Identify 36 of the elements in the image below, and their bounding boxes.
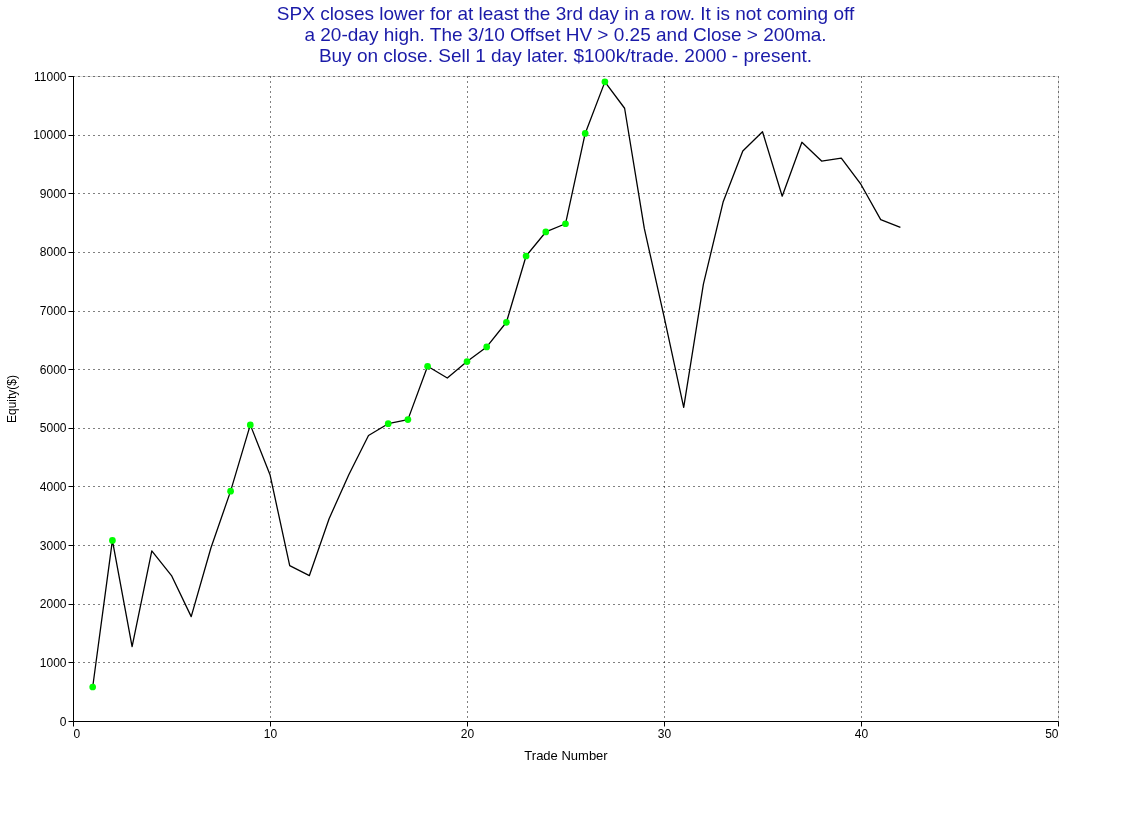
x-tick-label: 10 [263, 726, 278, 741]
y-tick-label: 10000 [33, 128, 67, 143]
point [601, 78, 609, 86]
point [542, 228, 550, 236]
point [404, 416, 412, 423]
y-tick-label: 3000 [39, 538, 67, 553]
y-tick-label: 4000 [39, 479, 67, 494]
point [483, 343, 491, 351]
point [109, 537, 116, 544]
point [227, 487, 234, 495]
point [424, 362, 431, 370]
x-tick-label: 50 [1045, 726, 1059, 741]
point [522, 252, 530, 260]
y-tick-label: 6000 [39, 362, 67, 377]
x-tick-label: 40 [854, 726, 869, 741]
point [503, 318, 510, 326]
point [89, 683, 97, 691]
x-tick-label: 0 [73, 726, 81, 741]
x-tick-label: 30 [657, 726, 672, 741]
y-axis-title: Equity($) [5, 374, 20, 424]
chart-title: SPX closes lower for at least the 3rd day in a row. It is not coming off a 20-day high. The 3/10 Offset HV > 0.25 and Close > 200ma. Buy on close. Sell 1 day later. $100k/trade. 2000 - present. [276, 3, 855, 66]
point [463, 358, 471, 365]
x-axis-title: Trade Number [524, 747, 609, 763]
y-tick-label: 9000 [39, 186, 67, 201]
y-tick-label: 11000 [34, 69, 67, 84]
y-tick-label: 1000 [39, 655, 67, 670]
point [562, 220, 569, 228]
y-tick-label: 7000 [39, 304, 67, 319]
y-tick-label: 2000 [39, 597, 67, 612]
y-tick-label: 0 [59, 714, 67, 729]
point [246, 421, 254, 429]
y-tick-label: 8000 [39, 245, 67, 260]
y-tick-label: 5000 [39, 421, 67, 436]
point [384, 420, 392, 428]
point [581, 130, 589, 137]
x-tick-label: 20 [460, 726, 475, 741]
